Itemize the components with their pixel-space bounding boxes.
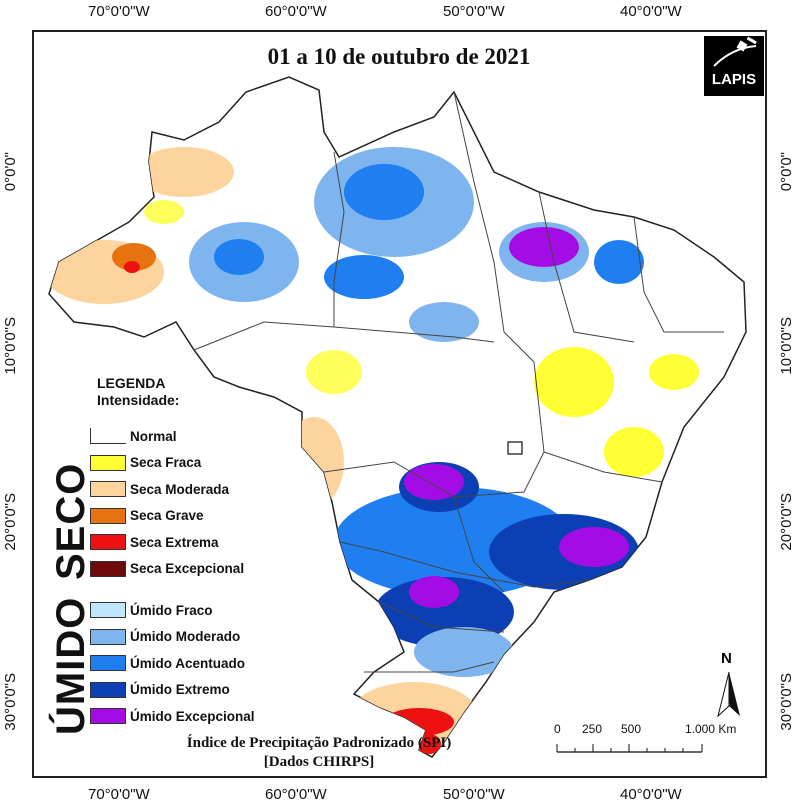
legend-swatch [90, 560, 126, 577]
umido-excepcional-area-maranhao [509, 227, 579, 267]
lat-label-right-0: 0°0'0" [778, 152, 795, 192]
north-label: N [721, 650, 732, 667]
lon-label-bottom-60w: 60°0'0"W [265, 786, 327, 803]
legend-label: Úmido Extremo [130, 682, 230, 697]
legend-swatch [90, 628, 126, 645]
legend-swatch [90, 602, 126, 618]
legend-label: Seca Grave [130, 508, 204, 523]
seco-group-label: SECO [49, 462, 93, 580]
seca-fraca-area-northeast-coast [649, 354, 699, 390]
seca-extrema-area-south-coast [417, 734, 441, 754]
footer-index-name: Índice de Precipitação Padronizado (SPI) [186, 735, 452, 751]
legend-swatch [90, 708, 126, 724]
lat-label-left-20s: 20°0'0"S [2, 493, 19, 551]
umido-acentuado-area-piaui [594, 240, 644, 284]
seca-moderada-area-mato-grosso [284, 417, 344, 507]
seca-extrema-area-west [124, 261, 140, 273]
umido-group-label: ÚMIDO [49, 596, 93, 735]
lon-label-top-40w: 40°0'0"W [620, 3, 682, 20]
umido-acentuado-area-para [344, 164, 424, 220]
state-borders [193, 91, 724, 673]
seca-extrema-area-rio-grande-do-sul [384, 708, 454, 736]
seca-fraca-area-northwest [144, 200, 184, 224]
map-title: 01 a 10 de outubro de 2021 [267, 44, 531, 69]
lon-label-bottom-40w: 40°0'0"W [620, 786, 682, 803]
legend-swatch [90, 655, 126, 671]
lon-label-bottom-50w: 50°0'0"W [443, 786, 505, 803]
seca-grave-area-west [112, 243, 156, 271]
seca-fraca-area-east [604, 427, 664, 477]
map-footer: Índice de Precipitação Padronizado (SPI)… [184, 734, 454, 772]
legend-swatch [90, 534, 126, 550]
umido-excepcional-area-goias [404, 464, 464, 500]
legend-swatch [90, 481, 126, 497]
legend-item: Seca Excepcional [90, 560, 244, 578]
legend-item: Seca Grave [90, 507, 204, 525]
legend-label: Seca Moderada [130, 481, 230, 497]
scale-label-250: 250 [582, 722, 603, 736]
legend-item: Úmido Fraco [90, 601, 213, 619]
umido-acentuado-area-central [324, 255, 404, 299]
map-frame: 01 a 10 de outubro de 2021 LAPIS LEGENDA… [32, 30, 767, 778]
legend-label: Úmido Moderado [130, 629, 241, 644]
umido-moderado-area-santa-catarina [414, 627, 514, 677]
lat-label-right-20s: 20°0'0"S [778, 493, 795, 551]
legend-title: LEGENDA [97, 375, 166, 391]
lat-label-right-10s: 10°0'0"S [778, 317, 795, 375]
umido-excepcional-area-parana [409, 576, 459, 608]
lat-label-left-30s: 30°0'0"S [2, 673, 19, 731]
lapis-logo: LAPIS [704, 36, 764, 96]
legend-swatch [90, 428, 126, 444]
scale-label-1000: 1.000 Km [685, 722, 737, 736]
lon-label-top-50w: 50°0'0"W [443, 3, 505, 20]
scale-bar: 0 250 500 1.000 Km [554, 722, 754, 762]
federal-district-marker [507, 441, 523, 455]
lat-label-left-0: 0°0'0" [2, 152, 19, 192]
legend-item: Úmido Extremo [90, 681, 230, 699]
seca-fraca-area-bahia [534, 347, 614, 417]
legend-item: Seca Extrema [90, 533, 219, 551]
legend-label: Úmido Acentuado [130, 655, 246, 671]
legend-swatch [90, 454, 126, 471]
seca-moderada-area-northwest [134, 147, 234, 197]
legend-label: Seca Excepcional [130, 561, 245, 576]
legend-label: Úmido Fraco [130, 602, 213, 618]
legend-swatch [90, 681, 126, 698]
north-arrow: N [712, 650, 746, 720]
lon-label-top-70w: 70°0'0"W [88, 3, 150, 20]
scale-label-500: 500 [621, 722, 642, 736]
legend-item: Úmido Moderado [90, 628, 240, 646]
legend-label: Seca Extrema [130, 534, 219, 550]
umido-acentuado-area-amazon [214, 239, 264, 275]
legend-label: Normal [130, 428, 177, 444]
lat-label-left-10s: 10°0'0"S [2, 317, 19, 375]
scale-ruler [556, 744, 703, 753]
legend-item: Úmido Acentuado [90, 654, 245, 672]
legend-swatch [90, 507, 126, 524]
legend-item: Normal [90, 427, 177, 445]
legend-item: Úmido Excepcional [90, 707, 255, 725]
legend-item: Seca Moderada [90, 480, 229, 498]
north-arrow-icon [717, 671, 740, 718]
scale-label-0: 0 [554, 722, 561, 736]
legend-item: Seca Fraca [90, 454, 201, 472]
seca-fraca-area-central-west [306, 350, 362, 394]
umido-moderado-area-central-south [409, 302, 479, 342]
logo-text: LAPIS [711, 71, 757, 88]
umido-excepcional-area-minas [559, 527, 629, 567]
legend-label: Úmido Excepcional [130, 708, 255, 724]
legend-label: Seca Fraca [130, 455, 202, 470]
footer-data-source: [Dados CHIRPS] [263, 754, 375, 770]
brazil-spi-map [48, 76, 747, 758]
satellite-icon [713, 36, 757, 67]
legend-subtitle: Intensidade: [97, 392, 180, 408]
lon-label-bottom-70w: 70°0'0"W [88, 786, 150, 803]
lat-label-right-30s: 30°0'0"S [778, 673, 795, 731]
lon-label-top-60w: 60°0'0"W [265, 3, 327, 20]
